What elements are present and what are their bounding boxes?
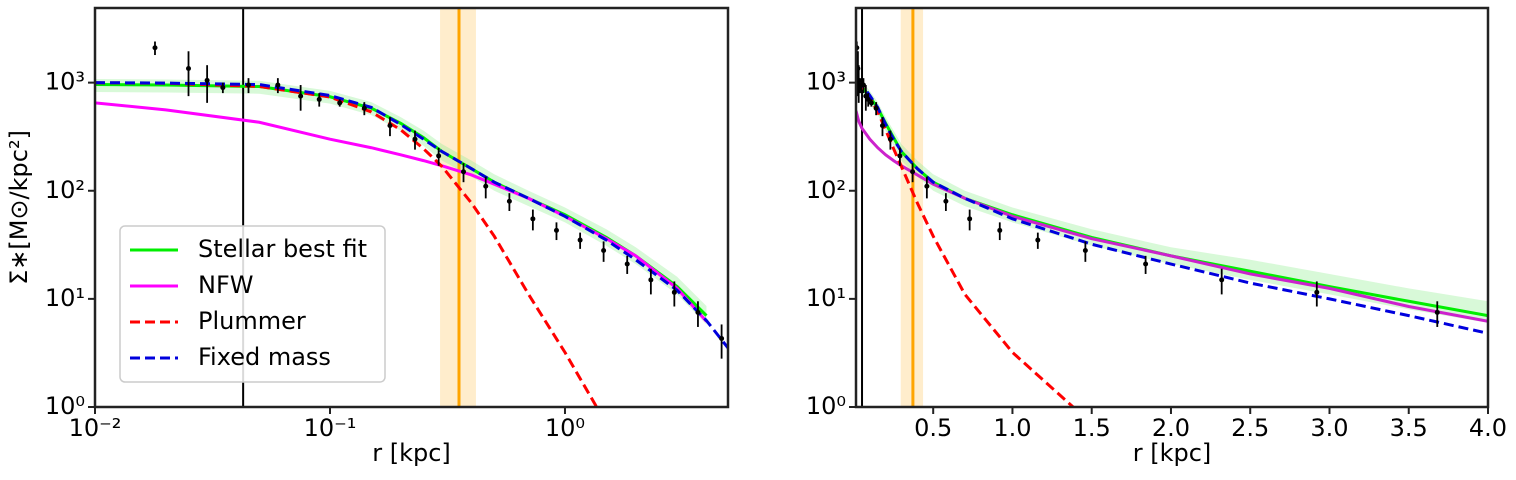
legend: Stellar best fit NFW Plummer Fixed mass [119, 225, 386, 383]
data-point [275, 82, 281, 88]
x-tick-label: 2.0 [1152, 414, 1190, 442]
data-point [1314, 289, 1320, 295]
y-tick-label: 10² [45, 176, 85, 204]
data-point [887, 136, 893, 142]
data-point [865, 96, 871, 102]
legend-label: Stellar best fit [198, 235, 367, 263]
data-point [436, 153, 442, 159]
data-point [220, 85, 226, 91]
legend-label: Fixed mass [198, 343, 331, 371]
y-tick-label: 10² [806, 176, 846, 204]
data-point [943, 198, 949, 204]
legend-label: Plummer [198, 307, 306, 335]
y-tick-label: 10⁰ [806, 392, 846, 420]
data-point [648, 277, 654, 283]
data-point [1035, 237, 1041, 243]
data-point [577, 237, 583, 243]
data-point [967, 216, 973, 222]
axes-frame [93, 6, 730, 409]
x-tick-label: 10⁻² [69, 414, 122, 442]
x-axis-label: r [kpc] [1133, 439, 1212, 467]
y-axis-label: Σ∗[M⊙/kpc²] [5, 130, 33, 285]
data-point [298, 93, 304, 99]
data-point [897, 153, 903, 159]
x-tick-label: 4.0 [1469, 414, 1507, 442]
data-point [695, 309, 701, 315]
data-point [245, 82, 251, 88]
data-point [719, 336, 725, 342]
data-point [873, 105, 879, 111]
data-point [204, 77, 210, 83]
data-point [1219, 277, 1225, 283]
data-point [361, 105, 367, 111]
data-point [530, 216, 536, 222]
data-point [506, 198, 512, 204]
y-tick-label: 10³ [45, 68, 85, 96]
data-point [671, 289, 677, 295]
plot-area [856, 8, 1488, 407]
data-point [924, 183, 930, 189]
confidence-band [856, 79, 1488, 323]
x-tick-label: 1.0 [993, 414, 1031, 442]
x-tick-label: 2.5 [1231, 414, 1269, 442]
data-point [152, 45, 158, 51]
x-tick-label: 10⁻¹ [304, 414, 357, 442]
series-line [856, 83, 1488, 318]
x-tick-label: 3.0 [1310, 414, 1348, 442]
x-axis-label: r [kpc] [372, 439, 451, 467]
data-point [1082, 248, 1088, 254]
data-point [316, 96, 322, 102]
series-line [856, 110, 1488, 323]
y-tick-label: 10³ [806, 68, 846, 96]
x-tick-label: 10⁰ [545, 414, 585, 442]
x-tick-label: 0.5 [914, 414, 952, 442]
data-point [483, 183, 489, 189]
legend-label: NFW [198, 271, 254, 299]
data-point [387, 123, 393, 129]
y-tick-label: 10⁰ [45, 392, 85, 420]
data-point [860, 82, 866, 88]
plot-area [95, 8, 728, 407]
data-point [1143, 261, 1149, 267]
data-point [1434, 309, 1440, 315]
data-point [856, 77, 862, 83]
data-point [461, 169, 467, 175]
data-point [412, 136, 418, 142]
data-point [997, 227, 1003, 233]
y-tick-label: 10¹ [806, 284, 846, 312]
data-point [624, 261, 630, 267]
y-tick-label: 10¹ [45, 284, 85, 312]
data-point [337, 100, 343, 106]
data-point [879, 123, 885, 129]
data-point [553, 227, 559, 233]
series-line [95, 81, 728, 351]
x-tick-label: 1.5 [1073, 414, 1111, 442]
legend-box [119, 225, 386, 383]
axes-frame [854, 6, 1490, 409]
confidence-band [95, 79, 707, 325]
data-point [910, 169, 916, 175]
series-line [95, 101, 708, 323]
x-tick-label: 3.5 [1390, 414, 1428, 442]
data-point [868, 100, 874, 106]
data-point [186, 66, 192, 72]
data-point [601, 248, 607, 254]
